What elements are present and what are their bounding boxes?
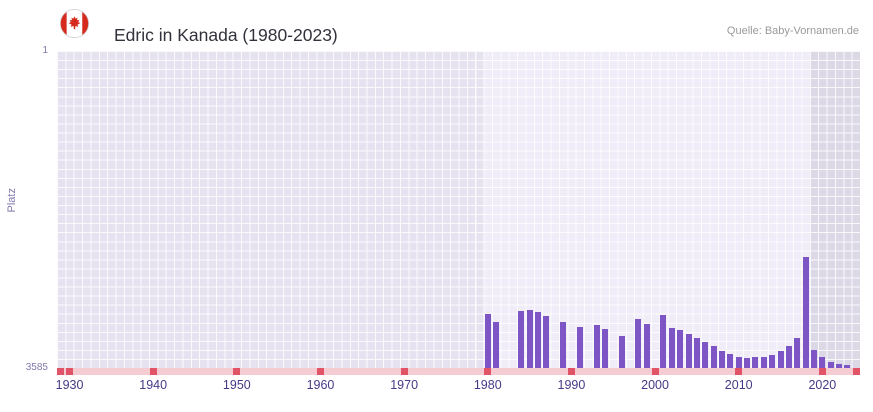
bar-2002[interactable] xyxy=(668,327,675,368)
bar-2013[interactable] xyxy=(760,356,767,368)
x-tick-label: 1980 xyxy=(473,378,502,392)
bar-1991[interactable] xyxy=(576,326,583,368)
bar-1984[interactable] xyxy=(518,311,525,368)
decade-marker xyxy=(233,368,241,375)
x-tick-label: 1970 xyxy=(390,378,419,392)
bar-1989[interactable] xyxy=(560,322,567,368)
bar-2010[interactable] xyxy=(735,356,742,368)
source-attribution: Quelle: Baby-Vornamen.de xyxy=(726,25,859,37)
bar-1998[interactable] xyxy=(635,318,642,368)
x-tick-label: 1940 xyxy=(139,378,168,392)
bar-2009[interactable] xyxy=(727,354,734,368)
bar-1999[interactable] xyxy=(643,324,650,368)
axis-edge-marker xyxy=(853,368,860,375)
bar-1981[interactable] xyxy=(493,321,500,368)
decade-marker xyxy=(567,368,575,375)
y-axis-title: Platz xyxy=(6,188,18,213)
bar-2020[interactable] xyxy=(819,356,826,368)
x-tick-label: 2020 xyxy=(808,378,837,392)
bar-2012[interactable] xyxy=(752,357,759,368)
bar-2023[interactable] xyxy=(844,364,851,368)
bar-2014[interactable] xyxy=(769,355,776,368)
page-title: Edric in Kanada (1980-2023) xyxy=(114,24,338,45)
x-tick-label: 2010 xyxy=(724,378,753,392)
bar-1986[interactable] xyxy=(534,311,541,368)
bar-2019[interactable] xyxy=(810,349,817,368)
x-axis-marker-strip xyxy=(57,368,860,375)
bar-1985[interactable] xyxy=(526,309,533,368)
decade-marker xyxy=(651,368,659,375)
y-tick-label: 1 xyxy=(42,45,48,56)
bar-2008[interactable] xyxy=(718,350,725,368)
decade-marker xyxy=(484,368,492,375)
bar-1994[interactable] xyxy=(601,328,608,368)
x-tick-label: 1990 xyxy=(557,378,586,392)
plot-area xyxy=(57,51,860,368)
bar-1980[interactable] xyxy=(484,313,491,368)
canada-flag-icon xyxy=(59,8,90,39)
gridlines xyxy=(57,51,860,368)
x-tick-label: 2000 xyxy=(641,378,669,392)
decade-marker xyxy=(149,368,157,375)
x-tick-label: 1960 xyxy=(306,378,335,392)
bar-2003[interactable] xyxy=(677,330,684,368)
x-tick-label: 1930 xyxy=(55,378,84,392)
bar-2016[interactable] xyxy=(785,346,792,368)
decade-marker xyxy=(400,368,408,375)
bar-2007[interactable] xyxy=(710,346,717,368)
decade-marker xyxy=(735,368,743,375)
bar-2006[interactable] xyxy=(702,341,709,368)
bar-2005[interactable] xyxy=(693,337,700,368)
bar-2021[interactable] xyxy=(827,362,834,368)
bar-2011[interactable] xyxy=(744,357,751,368)
bar-1987[interactable] xyxy=(543,315,550,368)
bar-2015[interactable] xyxy=(777,351,784,368)
bar-2018[interactable] xyxy=(802,257,809,368)
x-tick-label: 1950 xyxy=(222,378,251,392)
y-tick-label: 3585 xyxy=(25,362,48,373)
bar-2017[interactable] xyxy=(794,338,801,368)
bar-1996[interactable] xyxy=(618,335,625,368)
bar-2004[interactable] xyxy=(685,333,692,368)
bar-2001[interactable] xyxy=(660,314,667,368)
decade-marker xyxy=(316,368,324,375)
bar-1993[interactable] xyxy=(593,325,600,368)
axis-edge-marker xyxy=(57,368,64,375)
decade-marker xyxy=(66,368,74,375)
decade-marker xyxy=(818,368,826,375)
bar-2022[interactable] xyxy=(836,364,843,368)
